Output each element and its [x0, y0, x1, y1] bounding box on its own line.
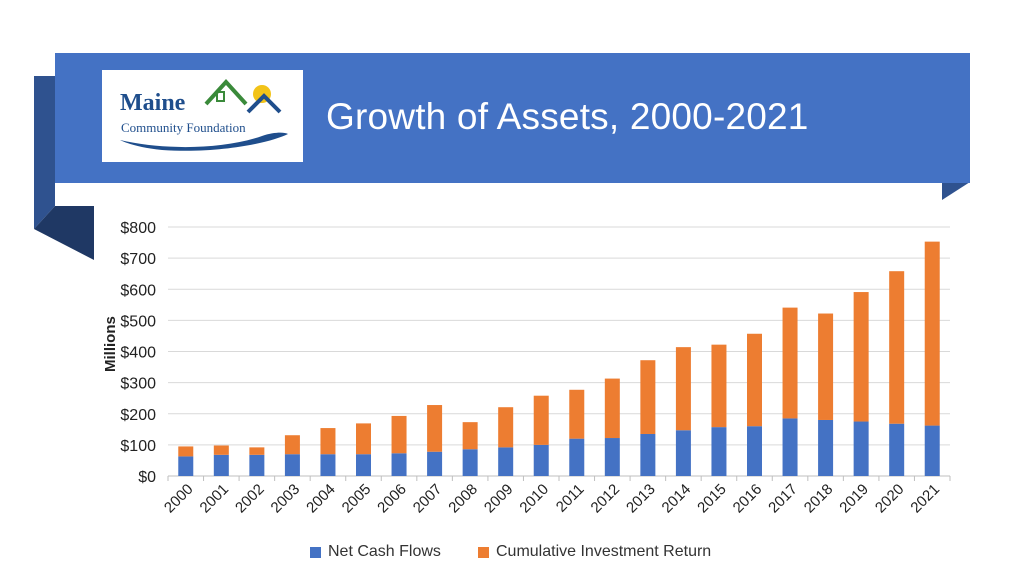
- bar-cumulative-investment-return: [640, 360, 656, 434]
- legend-swatch-cumulative-investment-return: [478, 546, 489, 558]
- bar-net-cash-flows: [889, 423, 905, 476]
- bar-cumulative-investment-return: [213, 445, 229, 455]
- bar-cumulative-investment-return: [320, 428, 336, 455]
- x-tick-label: 2008: [445, 481, 481, 517]
- bar-cumulative-investment-return: [604, 378, 620, 439]
- logo-house-sun-icon: [120, 79, 288, 151]
- bar-cumulative-investment-return: [249, 447, 265, 455]
- bar-cumulative-investment-return: [533, 395, 549, 445]
- bar-cumulative-investment-return: [498, 407, 514, 448]
- y-tick-label: $500: [120, 313, 156, 330]
- x-tick-label: 2018: [801, 481, 837, 517]
- x-tick-label: 2005: [339, 481, 375, 517]
- bar-net-cash-flows: [924, 425, 940, 476]
- x-tick-label: 2021: [907, 481, 943, 517]
- bar-net-cash-flows: [213, 454, 229, 476]
- legend-item-net-cash-flows: Net Cash Flows: [310, 543, 441, 561]
- y-tick-label: $100: [120, 438, 156, 455]
- y-tick-label: $0: [138, 469, 156, 486]
- bar-net-cash-flows: [675, 430, 691, 476]
- logo-name-main: Maine: [120, 90, 186, 116]
- bar-net-cash-flows: [604, 438, 620, 476]
- bar-cumulative-investment-return: [391, 415, 407, 454]
- x-tick-label: 2011: [553, 481, 588, 516]
- y-tick-label: $200: [120, 407, 156, 424]
- legend-label-net-cash-flows: Net Cash Flows: [328, 543, 441, 560]
- bar-net-cash-flows: [498, 447, 514, 476]
- bar-net-cash-flows: [249, 454, 265, 476]
- bar-cumulative-investment-return: [569, 389, 585, 439]
- bar-cumulative-investment-return: [853, 292, 869, 422]
- bar-net-cash-flows: [747, 426, 762, 476]
- x-tick-label: 2020: [872, 481, 908, 517]
- legend-label-cumulative-investment-return: Cumulative Investment Return: [496, 543, 712, 560]
- x-tick-label: 2016: [730, 481, 766, 517]
- y-tick-label: $800: [120, 220, 156, 237]
- x-tick-label: 2012: [588, 481, 624, 517]
- x-tick-label: 2019: [836, 481, 872, 517]
- legend-item-cumulative-investment-return: Cumulative Investment Return: [478, 543, 711, 561]
- y-tick-label: $600: [120, 282, 156, 299]
- x-tick-label: 2007: [410, 481, 446, 517]
- x-tick-label: 2014: [659, 481, 695, 517]
- bar-cumulative-investment-return: [427, 405, 443, 452]
- y-axis-title: Millions: [102, 316, 119, 372]
- banner-fold-right: [942, 182, 970, 200]
- bar-net-cash-flows: [782, 418, 798, 476]
- bar-cumulative-investment-return: [178, 446, 194, 457]
- x-tick-label: 2004: [303, 481, 339, 517]
- logo-name-sub: Community Foundation: [121, 120, 246, 135]
- bar-cumulative-investment-return: [924, 241, 940, 426]
- bar-cumulative-investment-return: [356, 423, 371, 455]
- legend-swatch-net-cash-flows: [310, 546, 321, 558]
- bar-net-cash-flows: [356, 454, 371, 476]
- slide-title: Growth of Assets, 2000-2021: [326, 96, 809, 137]
- bar-cumulative-investment-return: [462, 422, 478, 450]
- x-tick-label: 2013: [623, 481, 659, 517]
- bar-cumulative-investment-return: [782, 307, 798, 419]
- bar-net-cash-flows: [533, 444, 549, 476]
- bar-cumulative-investment-return: [747, 333, 762, 427]
- y-tick-label: $400: [120, 345, 156, 362]
- y-tick-label: $300: [120, 376, 156, 393]
- bar-net-cash-flows: [640, 433, 656, 476]
- bar-net-cash-flows: [284, 454, 300, 476]
- bar-net-cash-flows: [853, 421, 869, 476]
- bar-cumulative-investment-return: [889, 271, 905, 424]
- x-tick-label: 2009: [481, 481, 517, 517]
- x-tick-label: 2006: [374, 481, 410, 517]
- bar-net-cash-flows: [711, 427, 727, 476]
- bar-net-cash-flows: [569, 438, 585, 476]
- bar-net-cash-flows: [818, 419, 834, 476]
- x-tick-label: 2010: [516, 481, 552, 517]
- logo: Maine Community Foundation: [102, 70, 303, 162]
- x-tick-label: 2017: [765, 481, 801, 517]
- x-tick-label: 2001: [197, 481, 233, 517]
- bar-net-cash-flows: [427, 451, 443, 476]
- bar-net-cash-flows: [178, 456, 194, 476]
- banner-fold-left: [34, 76, 94, 260]
- bar-cumulative-investment-return: [818, 313, 834, 420]
- y-tick-label: $700: [120, 251, 156, 268]
- bar-net-cash-flows: [462, 449, 478, 476]
- bar-net-cash-flows: [391, 453, 407, 476]
- x-tick-label: 2003: [268, 481, 304, 517]
- bar-cumulative-investment-return: [284, 435, 300, 455]
- x-tick-label: 2000: [161, 481, 197, 517]
- x-tick-label: 2015: [694, 481, 730, 517]
- bar-cumulative-investment-return: [675, 347, 691, 431]
- bar-cumulative-investment-return: [711, 344, 727, 428]
- chart-legend: Net Cash Flows Cumulative Investment Ret…: [0, 543, 1024, 565]
- x-tick-label: 2002: [232, 481, 268, 517]
- bar-net-cash-flows: [320, 454, 336, 476]
